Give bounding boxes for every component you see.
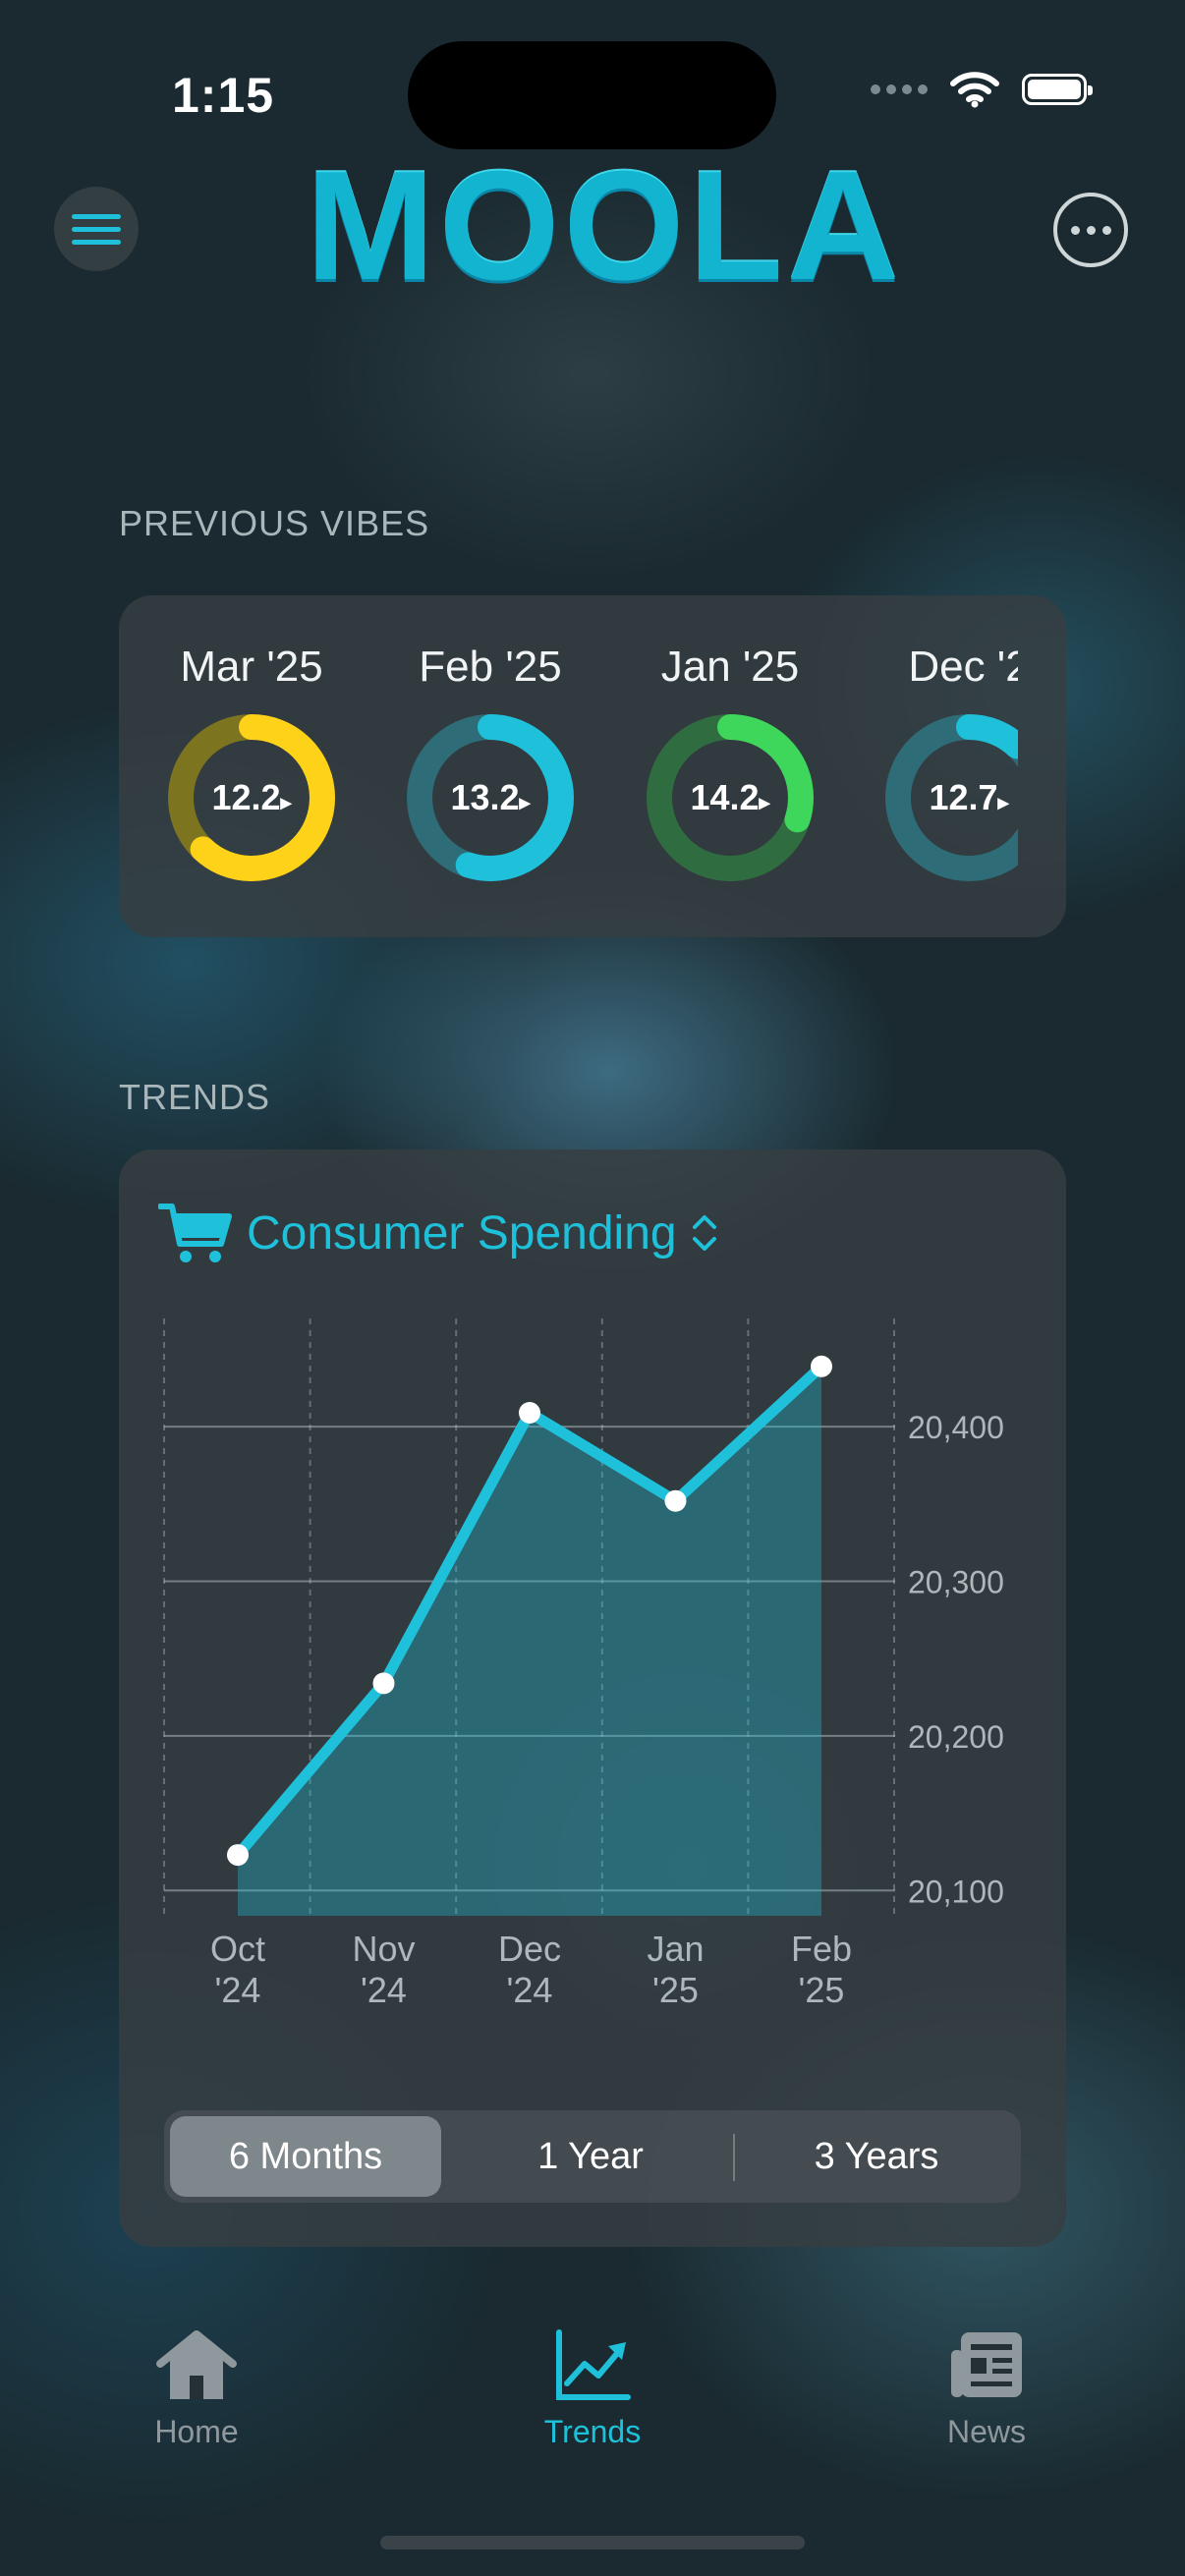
vibe-ring-progress (407, 714, 574, 881)
trends-card: 20,100 20,200 20,300 20,400 Oct '24 Nov '24 Dec '… (119, 1149, 1066, 2247)
tab-bar: Home Trends News (0, 2328, 1185, 2505)
y-tick-label: 20,100 (908, 1874, 1004, 1909)
vibe-score-value: 14.2 (690, 777, 760, 817)
newspaper-icon (951, 2332, 1022, 2397)
vibe-progress-ring (647, 714, 814, 881)
section-title-trends: TRENDS (119, 1077, 271, 1117)
x-tick-label-month: Oct (210, 1929, 265, 1969)
home-indicator (380, 2536, 805, 2549)
tab-label-news: News (946, 2414, 1026, 2449)
vibe-item[interactable]: Mar '25 12.2▸ (153, 643, 350, 882)
y-tick-label: 20,200 (908, 1719, 1004, 1755)
section-title-previous-vibes: PREVIOUS VIBES (119, 503, 430, 543)
x-tick-label-year: '25 (799, 1970, 845, 2010)
vibe-month-label: Mar '25 (180, 643, 323, 691)
cellular-signal-icon (871, 84, 928, 94)
data-point (372, 1672, 395, 1695)
battery-icon (1022, 74, 1093, 105)
vibe-score: 12.7▸ (884, 713, 1018, 887)
caret-right-icon: ▸ (519, 790, 531, 814)
vibe-ring: 12.7▸ (884, 713, 1018, 882)
vibe-progress-ring (885, 714, 1018, 881)
status-time: 1:15 (172, 68, 275, 123)
x-tick-label: Jan '25 (647, 1929, 704, 2010)
vibe-ring: 12.2▸ (167, 713, 336, 882)
menu-button[interactable] (54, 187, 139, 271)
vibe-ring-progress (647, 714, 814, 881)
vibe-progress-ring (407, 714, 574, 881)
x-tick-label-year: '24 (361, 1970, 407, 2010)
x-tick-label: Oct '24 (210, 1929, 265, 2010)
vibes-carousel[interactable]: Mar '25 12.2▸ Feb '25 13.2▸ Jan '25 14.2▸ Dec … (119, 595, 1018, 937)
house-icon (156, 2330, 237, 2399)
tab-trends[interactable]: Trends (475, 2328, 710, 2450)
wifi-icon (950, 72, 999, 108)
y-tick-label: 20,400 (908, 1410, 1004, 1445)
hamburger-menu-icon (72, 214, 121, 245)
ellipsis-icon (1070, 225, 1080, 235)
vibe-score: 12.2▸ (167, 713, 336, 887)
caret-right-icon: ▸ (759, 790, 770, 814)
y-tick-label: 20,300 (908, 1565, 1004, 1600)
vibe-month-label: Feb '25 (419, 643, 562, 691)
x-tick-label-year: '24 (215, 1970, 261, 2010)
vibe-score: 14.2▸ (646, 713, 815, 887)
x-tick-label-year: '25 (652, 1970, 699, 2010)
vibe-ring-progress (168, 714, 335, 881)
vibe-ring-progress (885, 714, 1018, 881)
data-point (227, 1844, 249, 1867)
x-tick-label: Nov '24 (352, 1929, 415, 2010)
metric-title: Consumer Spending (247, 1206, 677, 1260)
data-point (811, 1355, 832, 1377)
tab-home[interactable]: Home (79, 2328, 314, 2450)
tab-news[interactable]: News (869, 2328, 1104, 2450)
vibe-month-label: Dec '2 (908, 643, 1018, 691)
caret-right-icon: ▸ (997, 790, 1009, 814)
tab-label-home: Home (154, 2414, 239, 2449)
vibe-score-value: 12.7 (929, 777, 998, 817)
metric-selector[interactable]: Consumer Spending (158, 1201, 718, 1265)
range-option-1-year[interactable]: 1 Year (537, 2136, 644, 2177)
range-option-6-months[interactable]: 6 Months (170, 2116, 441, 2197)
x-tick-label-year: '24 (507, 1970, 553, 2010)
data-point (519, 1401, 540, 1424)
x-tick-label-month: Dec (498, 1929, 561, 1969)
x-tick-label-month: Jan (647, 1929, 704, 1969)
x-tick-label-month: Feb (791, 1929, 852, 1969)
x-tick-label: Feb '25 (791, 1929, 852, 2010)
x-tick-label-month: Nov (352, 1929, 415, 1969)
vibe-score-value: 12.2 (211, 777, 281, 817)
tab-label-trends: Trends (543, 2414, 642, 2449)
status-icons (871, 71, 1093, 108)
vibe-score-value: 13.2 (450, 777, 520, 817)
more-options-button[interactable] (1053, 193, 1128, 267)
segment-divider (733, 2134, 735, 2181)
vibe-ring: 13.2▸ (406, 713, 575, 882)
previous-vibes-card[interactable]: Mar '25 12.2▸ Feb '25 13.2▸ Jan '25 14.2▸ Dec … (119, 595, 1066, 937)
dynamic-island (408, 41, 776, 149)
range-option-3-years[interactable]: 3 Years (814, 2136, 939, 2177)
chevron-up-down-icon (692, 1215, 716, 1251)
vibe-score: 13.2▸ (406, 713, 575, 887)
cart-icon (158, 1204, 232, 1262)
vibe-item[interactable]: Feb '25 13.2▸ (392, 643, 589, 882)
caret-right-icon: ▸ (280, 790, 292, 814)
x-tick-label: Dec '24 (498, 1929, 561, 2010)
vibe-month-label: Jan '25 (660, 643, 800, 691)
vibe-ring: 14.2▸ (646, 713, 815, 882)
app-logo: MOOLA (305, 140, 904, 312)
vibe-progress-ring (168, 714, 335, 881)
trend-chart-icon (556, 2329, 631, 2400)
vibe-item[interactable]: Jan '25 14.2▸ (632, 643, 828, 882)
range-segmented-control[interactable]: 6 Months 1 Year 3 Years (164, 2110, 1021, 2203)
data-point (664, 1489, 687, 1512)
vibe-item[interactable]: Dec '2 12.7▸ (871, 643, 1018, 882)
